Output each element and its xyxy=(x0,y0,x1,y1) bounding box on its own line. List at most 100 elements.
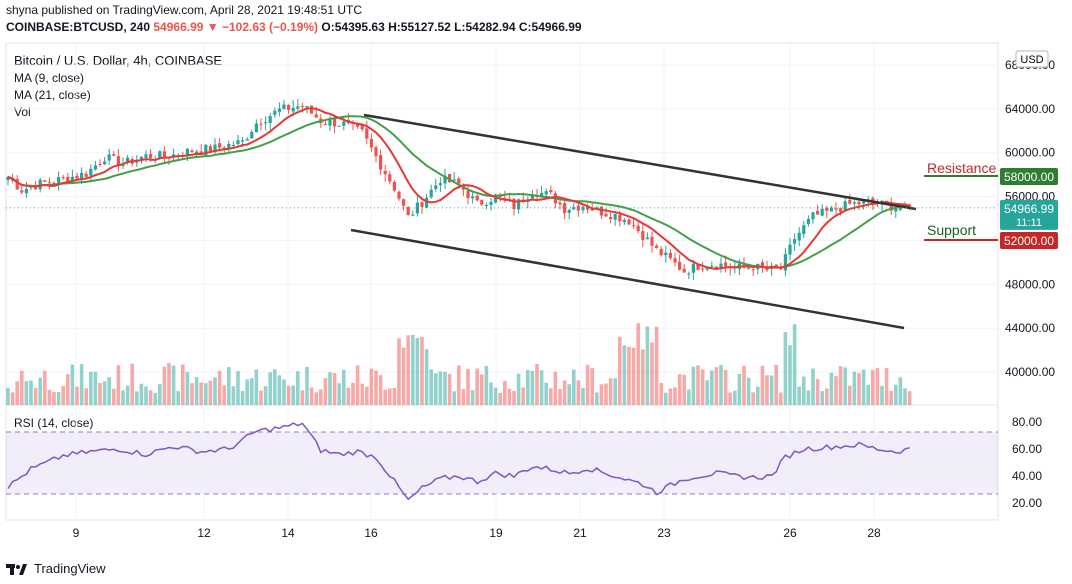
publish-info: shyna published on TradingView.com, Apri… xyxy=(6,3,363,17)
volume-bar xyxy=(438,371,443,405)
candle-body xyxy=(227,144,231,149)
volume-bar xyxy=(332,373,337,405)
support-tag-label: 52000.00 xyxy=(1004,234,1054,248)
currency-label: USD xyxy=(1020,54,1043,66)
candle-body xyxy=(328,119,332,126)
channel-upper-line[interactable] xyxy=(363,113,917,211)
candle-body xyxy=(701,268,705,270)
volume-bar xyxy=(719,364,723,405)
candle-body xyxy=(208,146,212,152)
volume-bar xyxy=(158,383,162,405)
rsi-line xyxy=(7,422,910,501)
volume-bar xyxy=(618,336,622,405)
ohlc-values: O:54395.63 H:55127.52 L:54282.94 C:54966… xyxy=(321,20,582,34)
candle-body xyxy=(710,265,714,267)
volume-bar xyxy=(204,383,208,405)
candle-body xyxy=(158,151,162,159)
candle-body xyxy=(834,208,838,210)
volume-bar xyxy=(553,371,558,405)
candle-body xyxy=(89,168,93,176)
candle-body xyxy=(314,114,318,118)
resistance-tag-label: 58000.00 xyxy=(1004,170,1054,184)
volume-bar xyxy=(889,390,893,405)
volume-bar xyxy=(489,382,493,405)
candle-body xyxy=(213,144,217,152)
volume-bar xyxy=(696,365,700,405)
candle-body xyxy=(287,104,291,110)
volume-bar xyxy=(222,385,226,405)
candle-body xyxy=(678,262,682,270)
volume-bar xyxy=(825,388,829,405)
volume-bar xyxy=(369,368,374,405)
volume-bars xyxy=(6,323,912,405)
candle-body xyxy=(411,214,415,216)
candle-body xyxy=(839,208,843,212)
candle-body xyxy=(857,201,861,205)
candle-body xyxy=(388,174,392,182)
time-axis[interactable]: 9 12 14 16 19 21 23 26 28 xyxy=(73,526,881,540)
volume-bar xyxy=(130,363,134,405)
time-tick-label: 14 xyxy=(281,526,295,540)
volume-bar xyxy=(190,383,194,405)
ma9-line xyxy=(7,107,910,270)
candle-body xyxy=(254,123,258,133)
volume-bar xyxy=(337,383,341,405)
volume-bar xyxy=(452,391,456,405)
volume-bar xyxy=(700,369,705,405)
price-tick-label: 48000.00 xyxy=(1005,277,1055,291)
volume-bar xyxy=(792,324,797,405)
volume-bar xyxy=(765,375,769,405)
volume-bar xyxy=(875,368,880,405)
volume-bar xyxy=(351,382,355,405)
volume-bar xyxy=(378,375,383,405)
rsi-axis[interactable]: 80.00 60.00 40.00 20.00 xyxy=(1012,415,1042,510)
volume-bar xyxy=(227,367,231,405)
channel-lower-line[interactable] xyxy=(350,228,905,330)
volume-bar xyxy=(723,369,728,405)
candle-body xyxy=(291,107,295,112)
volume-bar xyxy=(6,387,10,405)
candle-body xyxy=(29,186,33,188)
ma21-line xyxy=(7,115,910,269)
candle-body xyxy=(24,188,28,194)
volume-bar xyxy=(52,392,56,405)
volume-bar xyxy=(457,365,461,405)
candle-body xyxy=(116,156,120,166)
volume-bar xyxy=(194,377,199,405)
candle-body xyxy=(15,179,19,190)
candle-body xyxy=(484,205,488,207)
volume-bar xyxy=(112,388,116,405)
volume-bar xyxy=(641,349,645,405)
footer: TradingView xyxy=(6,561,106,576)
volume-bar xyxy=(903,388,907,405)
candle-body xyxy=(650,236,654,246)
time-tick-label: 26 xyxy=(783,526,797,540)
volume-bar xyxy=(89,371,93,405)
candle-body xyxy=(425,197,429,208)
candle-body xyxy=(397,191,401,199)
candle-body xyxy=(779,268,783,270)
volume-bar xyxy=(650,342,654,405)
volume-bar xyxy=(15,381,19,405)
ma21-legend[interactable]: MA (21, close) xyxy=(14,88,91,102)
volume-bar xyxy=(733,390,737,405)
volume-bar xyxy=(213,377,217,405)
volume-bar xyxy=(443,371,447,405)
volume-bar xyxy=(636,323,640,405)
candle-body xyxy=(829,207,833,212)
candle-body xyxy=(452,179,456,181)
candle-body xyxy=(622,219,626,223)
rsi-legend[interactable]: RSI (14, close) xyxy=(14,416,94,430)
ma9-legend[interactable]: MA (9, close) xyxy=(14,71,85,85)
currency-box[interactable] xyxy=(1015,50,1049,68)
candle-body xyxy=(530,195,534,199)
volume-bar xyxy=(259,390,263,405)
candle-body xyxy=(369,138,373,148)
candles xyxy=(6,99,912,281)
candle-body xyxy=(98,163,102,165)
volume-bar xyxy=(296,371,300,405)
volume-bar xyxy=(314,392,318,405)
volume-bar xyxy=(466,368,470,405)
volume-bar xyxy=(728,392,732,405)
